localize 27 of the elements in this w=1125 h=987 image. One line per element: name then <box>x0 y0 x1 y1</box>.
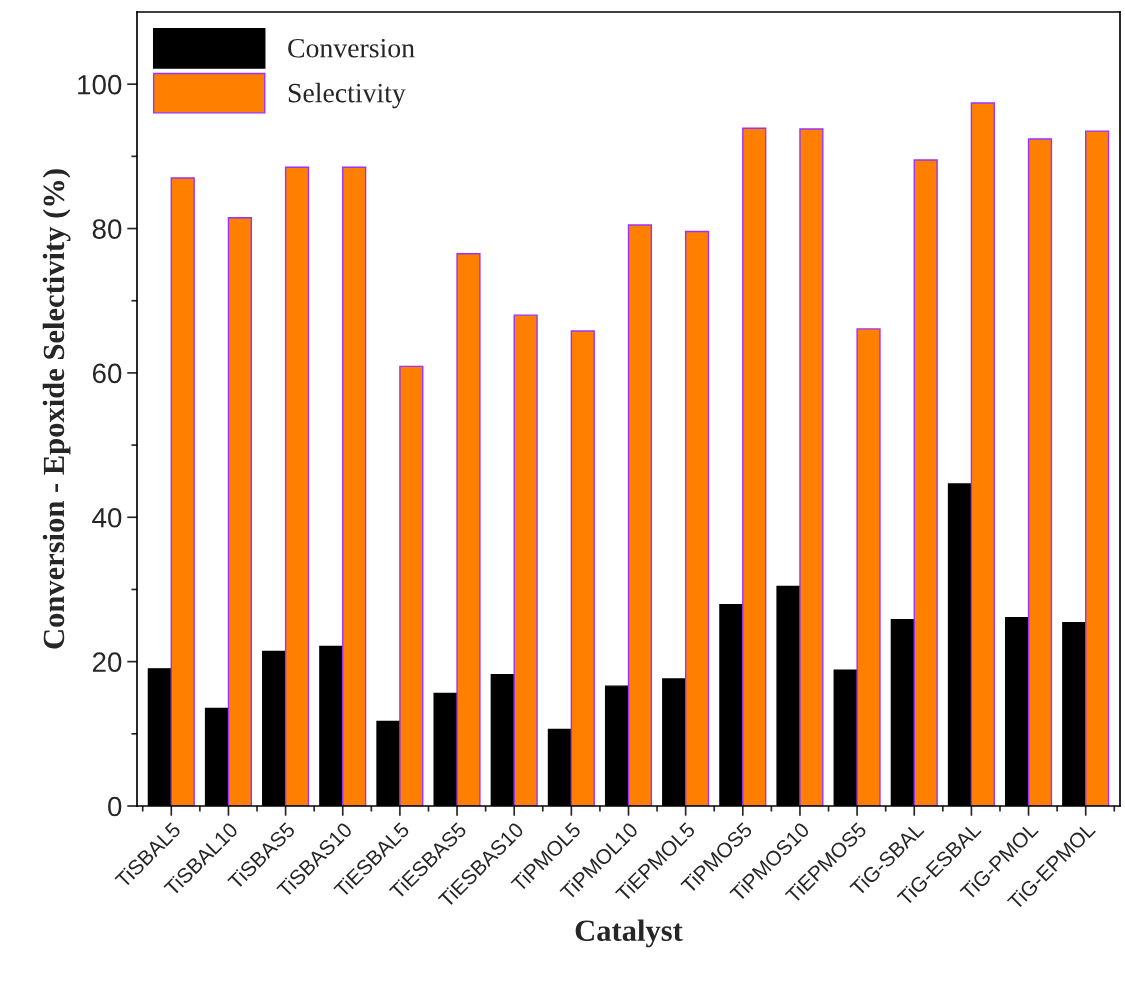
bar <box>913 159 938 806</box>
y-tick-label: 20 <box>92 652 122 672</box>
bar <box>456 253 481 806</box>
y-tick-label: 60 <box>92 363 122 384</box>
legend-label: Selectivity <box>288 82 406 109</box>
bar <box>342 166 367 806</box>
bar <box>284 166 310 806</box>
x-axis-title: Catalyst <box>575 919 683 948</box>
bar <box>570 330 595 806</box>
bar <box>170 177 195 806</box>
bar <box>799 128 824 806</box>
bar <box>227 217 252 806</box>
bar <box>513 314 538 806</box>
bar <box>627 224 653 806</box>
bar <box>856 328 881 806</box>
bar <box>1085 130 1110 806</box>
y-tick-label: 40 <box>92 507 122 528</box>
bar <box>399 365 424 806</box>
bar <box>684 230 710 806</box>
bar <box>742 127 767 806</box>
legend-label: Conversion <box>288 38 415 58</box>
bar <box>970 102 995 806</box>
y-axis-title: Conversion - Epoxide Selectivity (%) <box>42 169 71 649</box>
y-tick-label: 100 <box>78 74 122 95</box>
y-tick-label: 80 <box>92 219 122 239</box>
y-tick-label: 0 <box>108 796 122 817</box>
bar <box>1027 138 1053 806</box>
